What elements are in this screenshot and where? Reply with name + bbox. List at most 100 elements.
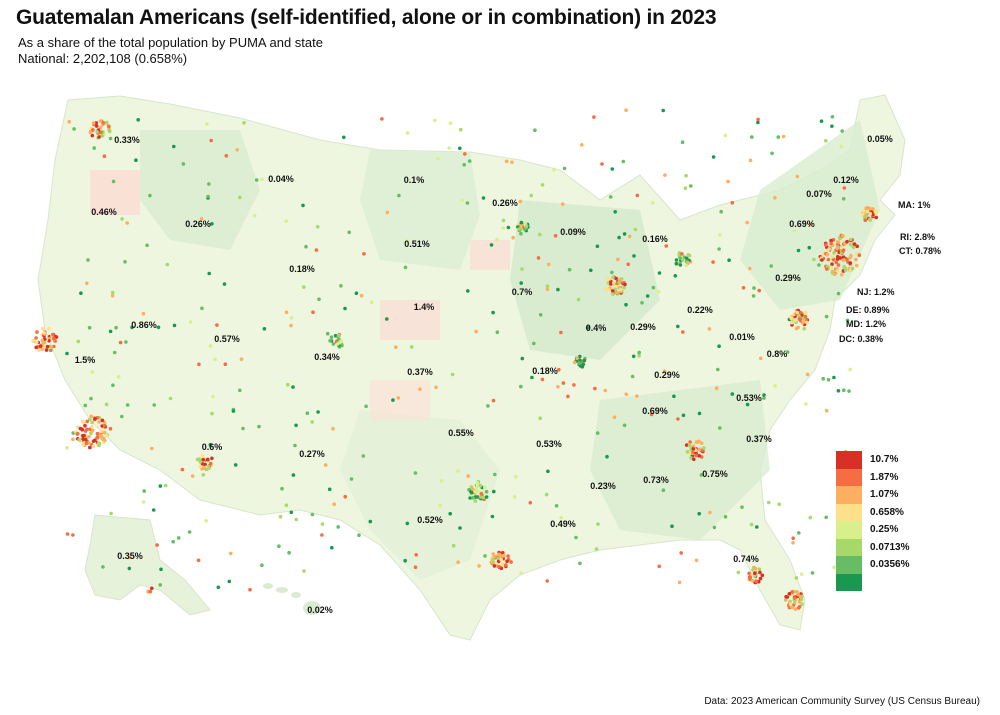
puma-dot	[200, 462, 205, 466]
state-label-de: DE: 0.89%	[846, 305, 890, 315]
puma-dot	[690, 442, 695, 446]
legend-item: 0.0713%	[836, 538, 909, 556]
puma-dot	[592, 115, 596, 119]
puma-dot	[519, 384, 523, 389]
puma-dot	[338, 340, 342, 345]
puma-dot	[89, 396, 93, 401]
puma-dot	[40, 326, 45, 331]
puma-dot	[130, 325, 134, 330]
puma-dot	[198, 460, 202, 464]
puma-dot	[842, 388, 846, 393]
puma-dot	[289, 510, 294, 515]
puma-dot	[315, 225, 320, 229]
puma-dot	[575, 356, 579, 361]
puma-dot	[624, 302, 628, 307]
puma-dot	[284, 219, 289, 223]
puma-dot	[697, 411, 702, 416]
puma-dot	[802, 326, 806, 331]
puma-dot	[128, 555, 132, 560]
puma-dot	[672, 394, 676, 399]
puma-dot	[538, 232, 542, 237]
puma-dot	[753, 566, 758, 571]
puma-dot	[260, 177, 264, 182]
puma-dot	[118, 340, 123, 345]
puma-dot	[235, 148, 239, 152]
puma-dot	[556, 385, 560, 389]
puma-dot	[104, 433, 109, 438]
state-label-ca: 1.5%	[75, 355, 96, 365]
puma-dot	[845, 318, 850, 323]
puma-dot	[86, 258, 90, 262]
puma-dot	[798, 310, 803, 315]
legend-swatch	[836, 538, 862, 556]
puma-dot	[830, 262, 834, 267]
puma-dot	[163, 483, 168, 488]
puma-dot	[552, 167, 556, 172]
puma-dot	[280, 486, 284, 491]
puma-dot	[158, 583, 162, 587]
legend-item: 0.0356%	[836, 556, 909, 574]
puma-dot	[94, 124, 99, 128]
puma-dot	[98, 125, 103, 130]
region-nebraska-pink	[380, 300, 440, 340]
puma-dot	[796, 325, 800, 330]
puma-dot	[456, 469, 460, 473]
puma-dot	[649, 412, 654, 417]
puma-dot	[711, 155, 716, 159]
puma-dot	[65, 532, 70, 536]
puma-dot	[532, 341, 536, 346]
puma-dot	[841, 255, 846, 260]
puma-dot	[108, 329, 113, 334]
puma-dot	[798, 594, 803, 599]
puma-dot	[572, 383, 576, 387]
puma-dot	[200, 306, 204, 311]
puma-dot	[719, 209, 723, 214]
puma-dot	[514, 474, 518, 479]
chart-subtitle: As a share of the total population by PU…	[18, 35, 323, 67]
puma-dot	[792, 229, 797, 233]
puma-dot	[832, 272, 837, 277]
puma-dot	[89, 414, 93, 419]
puma-dot	[790, 590, 794, 594]
puma-dot	[314, 248, 319, 252]
puma-dot	[187, 530, 192, 534]
puma-dot	[621, 159, 626, 164]
puma-dot	[466, 474, 471, 478]
puma-dot	[405, 239, 409, 243]
puma-dot	[483, 485, 487, 490]
puma-dot	[141, 500, 146, 504]
puma-dot	[108, 136, 113, 141]
puma-dot	[349, 477, 354, 481]
puma-dot	[476, 480, 480, 485]
puma-dot	[824, 408, 829, 413]
puma-dot	[257, 424, 261, 429]
puma-dot	[683, 186, 688, 190]
puma-dot	[759, 356, 763, 361]
puma-dot	[684, 256, 689, 261]
puma-dot	[781, 134, 786, 139]
puma-dot	[546, 262, 551, 267]
puma-dot	[208, 442, 213, 447]
puma-dot	[585, 326, 590, 330]
puma-dot	[723, 515, 728, 519]
puma-dot	[804, 402, 808, 406]
puma-dot	[766, 500, 771, 505]
state-label-ky: 0.29%	[654, 370, 680, 380]
puma-dot	[481, 196, 486, 200]
puma-dot	[168, 396, 173, 401]
puma-dot	[484, 495, 489, 499]
puma-dot	[797, 314, 801, 318]
puma-dot	[391, 398, 395, 402]
puma-dot	[301, 203, 305, 208]
puma-dot	[224, 154, 229, 158]
puma-dot	[860, 212, 865, 217]
puma-dot	[188, 320, 193, 324]
puma-dot	[42, 330, 46, 335]
puma-dot	[606, 287, 611, 292]
puma-dot	[110, 293, 115, 298]
puma-dot	[475, 483, 480, 488]
puma-dot	[72, 127, 76, 131]
puma-dot	[821, 376, 825, 381]
puma-dot	[793, 607, 798, 611]
puma-dot	[614, 276, 618, 281]
